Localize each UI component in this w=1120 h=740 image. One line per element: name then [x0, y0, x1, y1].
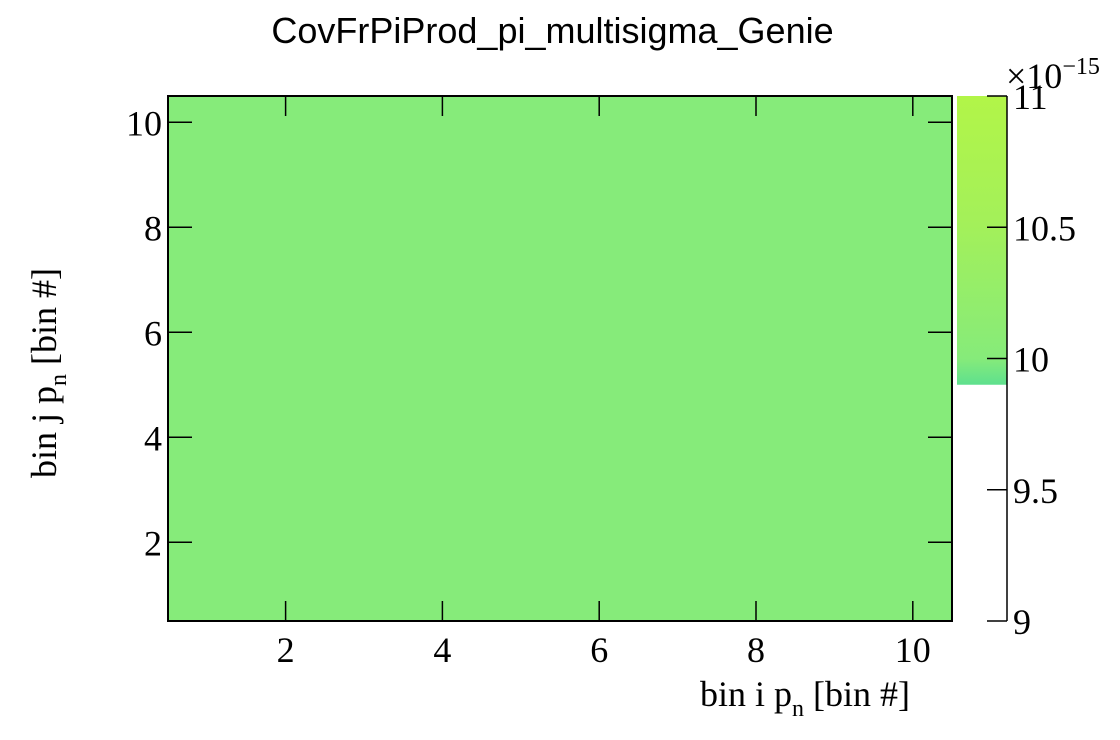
x-tick-label: 6	[590, 630, 608, 670]
plot-frame	[167, 95, 953, 622]
colorbar-tick-label: 11	[1013, 77, 1048, 117]
y-tick-label: 4	[144, 418, 162, 458]
colorbar-tick-label: 10	[1013, 340, 1049, 380]
y-tick-label: 10	[126, 103, 162, 143]
colorbar-tick-label: 10.5	[1013, 208, 1076, 248]
x-tick-label: 4	[433, 630, 451, 670]
y-tick-label: 6	[144, 313, 162, 353]
x-tick-label: 10	[895, 630, 931, 670]
heatmap-fill	[168, 96, 952, 621]
y-tick-label: 8	[144, 208, 162, 248]
x-axis-label: bin i pn [bin #]	[700, 674, 910, 722]
colorbar-fill	[957, 96, 1007, 385]
colorbar-tick-label: 9	[1013, 602, 1031, 642]
chart-title: CovFrPiProd_pi_multisigma_Genie	[271, 10, 834, 51]
x-tick-label: 2	[277, 630, 295, 670]
y-axis-label: bin j pn [bin #]	[24, 268, 72, 478]
colorbar-tick-label: 9.5	[1013, 471, 1058, 511]
x-tick-label: 8	[747, 630, 765, 670]
colorbar-exponent: ×10−15	[1006, 54, 1100, 96]
y-tick-label: 2	[144, 523, 162, 563]
